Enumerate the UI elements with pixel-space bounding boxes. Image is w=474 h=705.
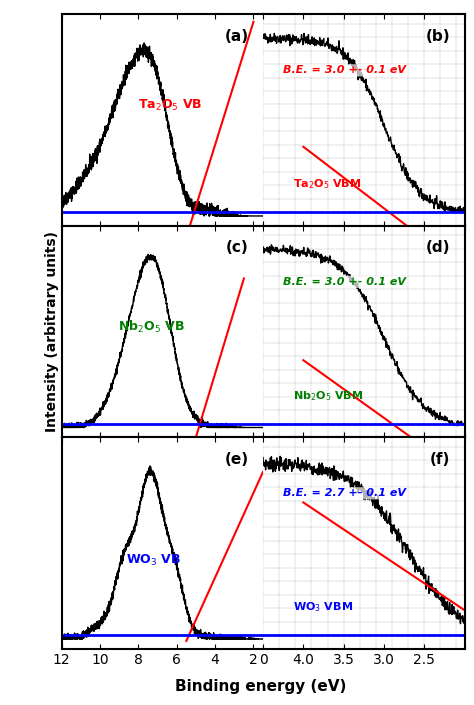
Text: (b): (b) [426, 29, 450, 44]
Text: B.E. = 3.0 +- 0.1 eV: B.E. = 3.0 +- 0.1 eV [283, 277, 406, 287]
Text: Nb$_2$O$_5$ VBM: Nb$_2$O$_5$ VBM [293, 389, 364, 403]
Text: (e): (e) [225, 452, 249, 467]
Y-axis label: Intensity (arbitrary units): Intensity (arbitrary units) [45, 231, 59, 432]
Text: (c): (c) [226, 240, 249, 255]
Text: (d): (d) [426, 240, 450, 255]
Text: B.E. = 2.7 +- 0.1 eV: B.E. = 2.7 +- 0.1 eV [283, 489, 406, 498]
Text: (a): (a) [225, 29, 249, 44]
Text: B.E. = 3.0 +- 0.1 eV: B.E. = 3.0 +- 0.1 eV [283, 66, 406, 75]
Text: Ta$_2$O$_5$ VBM: Ta$_2$O$_5$ VBM [293, 178, 362, 191]
Text: Binding energy (eV): Binding energy (eV) [175, 679, 346, 694]
Text: (f): (f) [430, 452, 450, 467]
Text: WO$_3$ VB: WO$_3$ VB [126, 553, 181, 568]
Text: Ta$_2$O$_5$ VB: Ta$_2$O$_5$ VB [138, 98, 202, 114]
Text: Nb$_2$O$_5$ VB: Nb$_2$O$_5$ VB [118, 319, 185, 336]
Text: WO$_3$ VBM: WO$_3$ VBM [293, 601, 354, 614]
